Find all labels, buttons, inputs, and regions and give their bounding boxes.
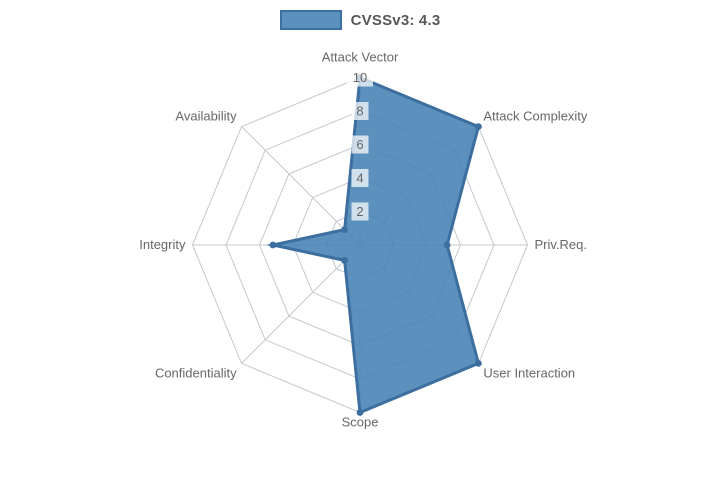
radial-tick-label-6: 6 <box>356 137 363 152</box>
grid-angle-line <box>241 126 361 246</box>
axis-label-confidentiality: Confidentiality <box>155 365 237 380</box>
radial-tick-label-10: 10 <box>353 70 367 85</box>
tick-backdrop <box>351 202 369 221</box>
tick-backdrop <box>351 102 369 120</box>
grid-angle-line <box>241 244 361 364</box>
legend-swatch[interactable] <box>279 10 342 30</box>
radial-tick-label-2: 2 <box>356 204 363 219</box>
data-point-scope[interactable] <box>356 409 364 416</box>
axis-label-attack-complexity: Attack Complexity <box>483 109 588 124</box>
axis-label-priv-req-: Priv.Req. <box>535 237 588 252</box>
tick-backdrop <box>351 169 369 187</box>
data-point-integrity[interactable] <box>269 241 277 249</box>
radial-tick-label-4: 4 <box>356 171 363 186</box>
legend-label[interactable]: CVSSv3: 4.3 <box>350 11 441 29</box>
axis-label-user-interaction: User Interaction <box>483 365 575 380</box>
data-point-attack-complexity[interactable] <box>475 123 482 130</box>
tick-backdrop <box>351 135 369 154</box>
data-point-priv-req-[interactable] <box>443 241 451 249</box>
data-point-confidentiality[interactable] <box>341 257 348 264</box>
axis-point-labels: Attack Vector Attack Complexity Priv.Req. U… <box>139 50 588 430</box>
data-point-user-interaction[interactable] <box>475 360 482 367</box>
radial-tick-label-8: 8 <box>356 104 363 119</box>
chart-legend: CVSSv3: 4.3 <box>0 10 720 30</box>
axis-label-availability: Availability <box>175 109 237 124</box>
axis-label-attack-vector: Attack Vector <box>322 50 399 65</box>
axis-label-integrity: Integrity <box>139 237 186 252</box>
radial-axis-ticks: 2 4 6 8 10 <box>347 68 373 221</box>
tick-backdrop <box>347 68 373 87</box>
data-point-availability[interactable] <box>341 226 348 234</box>
axis-label-scope: Scope <box>342 415 379 430</box>
